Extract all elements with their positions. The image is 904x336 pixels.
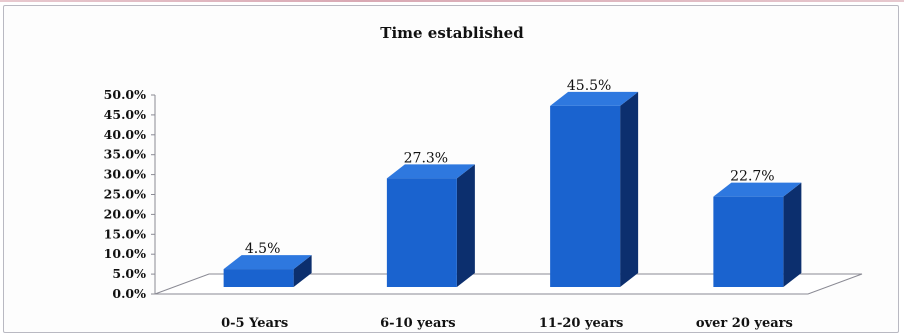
bar-front — [386, 178, 457, 287]
bar-front — [713, 196, 784, 287]
bar — [223, 255, 312, 287]
y-axis: 0.0% 5.0% 10.0% 15.0% 20.0% 25.0% 30.0% 35.0% 40… — [104, 87, 156, 301]
y-tick-label: 10.0% — [104, 246, 146, 261]
data-label: 4.5% — [245, 241, 281, 257]
bar-top — [713, 182, 802, 197]
data-label: 27.3% — [404, 150, 448, 166]
bar-side — [620, 91, 639, 287]
bars — [223, 91, 802, 287]
y-tick-label: 30.0% — [104, 167, 146, 182]
bar-side — [293, 255, 312, 287]
data-label: 22.7% — [730, 169, 774, 185]
y-tick-label: 40.0% — [104, 127, 146, 142]
x-tick-label: over 20 years — [696, 316, 793, 331]
bar — [713, 182, 802, 287]
floor-plane — [154, 273, 863, 295]
bar-top — [550, 91, 639, 106]
y-tick-label: 20.0% — [104, 206, 146, 221]
x-tick-label: 11-20 years — [539, 316, 624, 331]
y-tick-label: 50.0% — [104, 87, 146, 102]
bar-side — [456, 164, 475, 287]
bar-top — [386, 164, 475, 179]
x-tick-label: 0-5 Years — [221, 316, 288, 331]
x-axis-labels: 0-5 Years 6-10 years 11-20 years over 20 ye… — [221, 316, 793, 331]
bar — [550, 91, 639, 287]
y-tick-label: 0.0% — [112, 286, 146, 301]
data-labels: 4.5% 27.3% 45.5% 22.7% — [245, 78, 775, 257]
bar-front — [550, 105, 621, 287]
x-tick-label: 6-10 years — [380, 316, 455, 331]
y-tick-label: 35.0% — [104, 147, 146, 162]
bar-side — [783, 182, 802, 287]
bar — [386, 164, 475, 287]
data-label: 45.5% — [567, 78, 611, 94]
y-tick-label: 45.0% — [104, 107, 146, 122]
y-tick-label: 15.0% — [104, 226, 146, 241]
y-tick-label: 5.0% — [112, 266, 146, 281]
bar-top — [223, 255, 312, 270]
top-rule — [0, 0, 904, 2]
bar-front — [223, 269, 294, 287]
chart-floor — [154, 273, 863, 295]
chart-title: Time established — [380, 24, 524, 42]
y-tick-label: 25.0% — [104, 187, 146, 202]
